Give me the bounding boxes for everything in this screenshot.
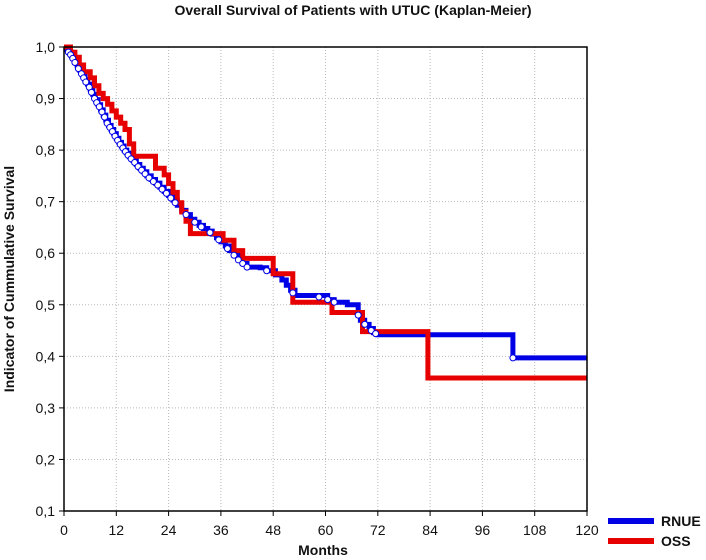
- censor-mark-rnue: [74, 65, 82, 73]
- legend: RNUE OSS: [608, 513, 701, 549]
- y-tick-label: 1,0: [36, 39, 56, 55]
- chart-title: Overall Survival of Patients with UTUC (…: [174, 2, 531, 18]
- censor-mark-rnue: [372, 330, 380, 338]
- censor-mark-rnue: [361, 320, 369, 328]
- x-tick-label: 60: [318, 522, 334, 538]
- y-tick-label: 0,1: [36, 503, 56, 519]
- censor-mark-rnue: [162, 189, 170, 197]
- y-tick-label: 0,3: [36, 400, 56, 416]
- y-tick-label: 0,6: [36, 245, 56, 261]
- censor-mark-rnue: [158, 185, 166, 193]
- series-layer: [64, 44, 587, 381]
- series-line-oss: [64, 44, 587, 381]
- x-tick-label: 84: [422, 522, 438, 538]
- censor-mark-rnue: [154, 181, 162, 189]
- censor-mark-rnue: [101, 113, 109, 121]
- censor-mark-rnue: [215, 236, 223, 244]
- y-tick-label: 0,9: [36, 91, 56, 107]
- y-tick-label: 0,8: [36, 142, 56, 158]
- y-axis-title: Indicator of Cummulative Survival: [1, 166, 17, 392]
- x-tick-label: 36: [213, 522, 229, 538]
- censor-mark-rnue: [289, 289, 297, 297]
- legend-label-oss: OSS: [661, 533, 691, 549]
- censor-mark-rnue: [324, 296, 332, 304]
- censor-mark-rnue: [234, 256, 242, 264]
- censor-mark-rnue: [206, 229, 214, 237]
- x-axis: 0 12 24 36 48 60 72 84 96 108 120: [60, 511, 599, 538]
- censor-mark-rnue: [354, 311, 362, 319]
- x-tick-label: 12: [109, 522, 125, 538]
- censor-mark-rnue: [167, 194, 175, 202]
- x-tick-label: 72: [370, 522, 386, 538]
- y-tick-label: 0,5: [36, 297, 56, 313]
- censor-mark-rnue: [330, 298, 338, 306]
- censor-mark-rnue: [149, 178, 157, 186]
- censor-mark-rnue: [243, 263, 251, 271]
- x-tick-label: 96: [475, 522, 491, 538]
- x-tick-label: 108: [523, 522, 547, 538]
- censor-mark-rnue: [223, 245, 231, 253]
- x-tick-label: 120: [575, 522, 599, 538]
- censor-mark-rnue: [71, 58, 79, 66]
- censor-mark-rnue: [141, 170, 149, 178]
- x-axis-title: Months: [298, 542, 348, 558]
- censor-mark-rnue: [191, 218, 199, 226]
- censor-mark-rnue: [315, 293, 323, 301]
- censor-mark-rnue: [509, 354, 517, 362]
- censor-mark-rnue: [171, 199, 179, 207]
- x-tick-label: 48: [265, 522, 281, 538]
- legend-label-rnue: RNUE: [661, 513, 701, 529]
- x-tick-label: 24: [161, 522, 177, 538]
- grid: [64, 47, 587, 511]
- censor-mark-rnue: [82, 78, 90, 86]
- censor-mark-rnue: [263, 267, 271, 275]
- y-tick-label: 0,4: [36, 348, 56, 364]
- x-tick-label: 0: [60, 522, 68, 538]
- censor-mark-rnue: [182, 211, 190, 219]
- y-tick-label: 0,2: [36, 451, 56, 467]
- censor-mark-rnue: [87, 88, 95, 96]
- y-axis: 0,1 0,2 0,3 0,4 0,5 0,6 0,7 0,8 0,9 1,0: [36, 39, 64, 519]
- censor-mark-rnue: [145, 174, 153, 182]
- censor-mark-rnue: [230, 251, 238, 259]
- y-tick-label: 0,7: [36, 194, 56, 210]
- censor-mark-rnue: [197, 223, 205, 231]
- censor-mark-rnue: [239, 260, 247, 268]
